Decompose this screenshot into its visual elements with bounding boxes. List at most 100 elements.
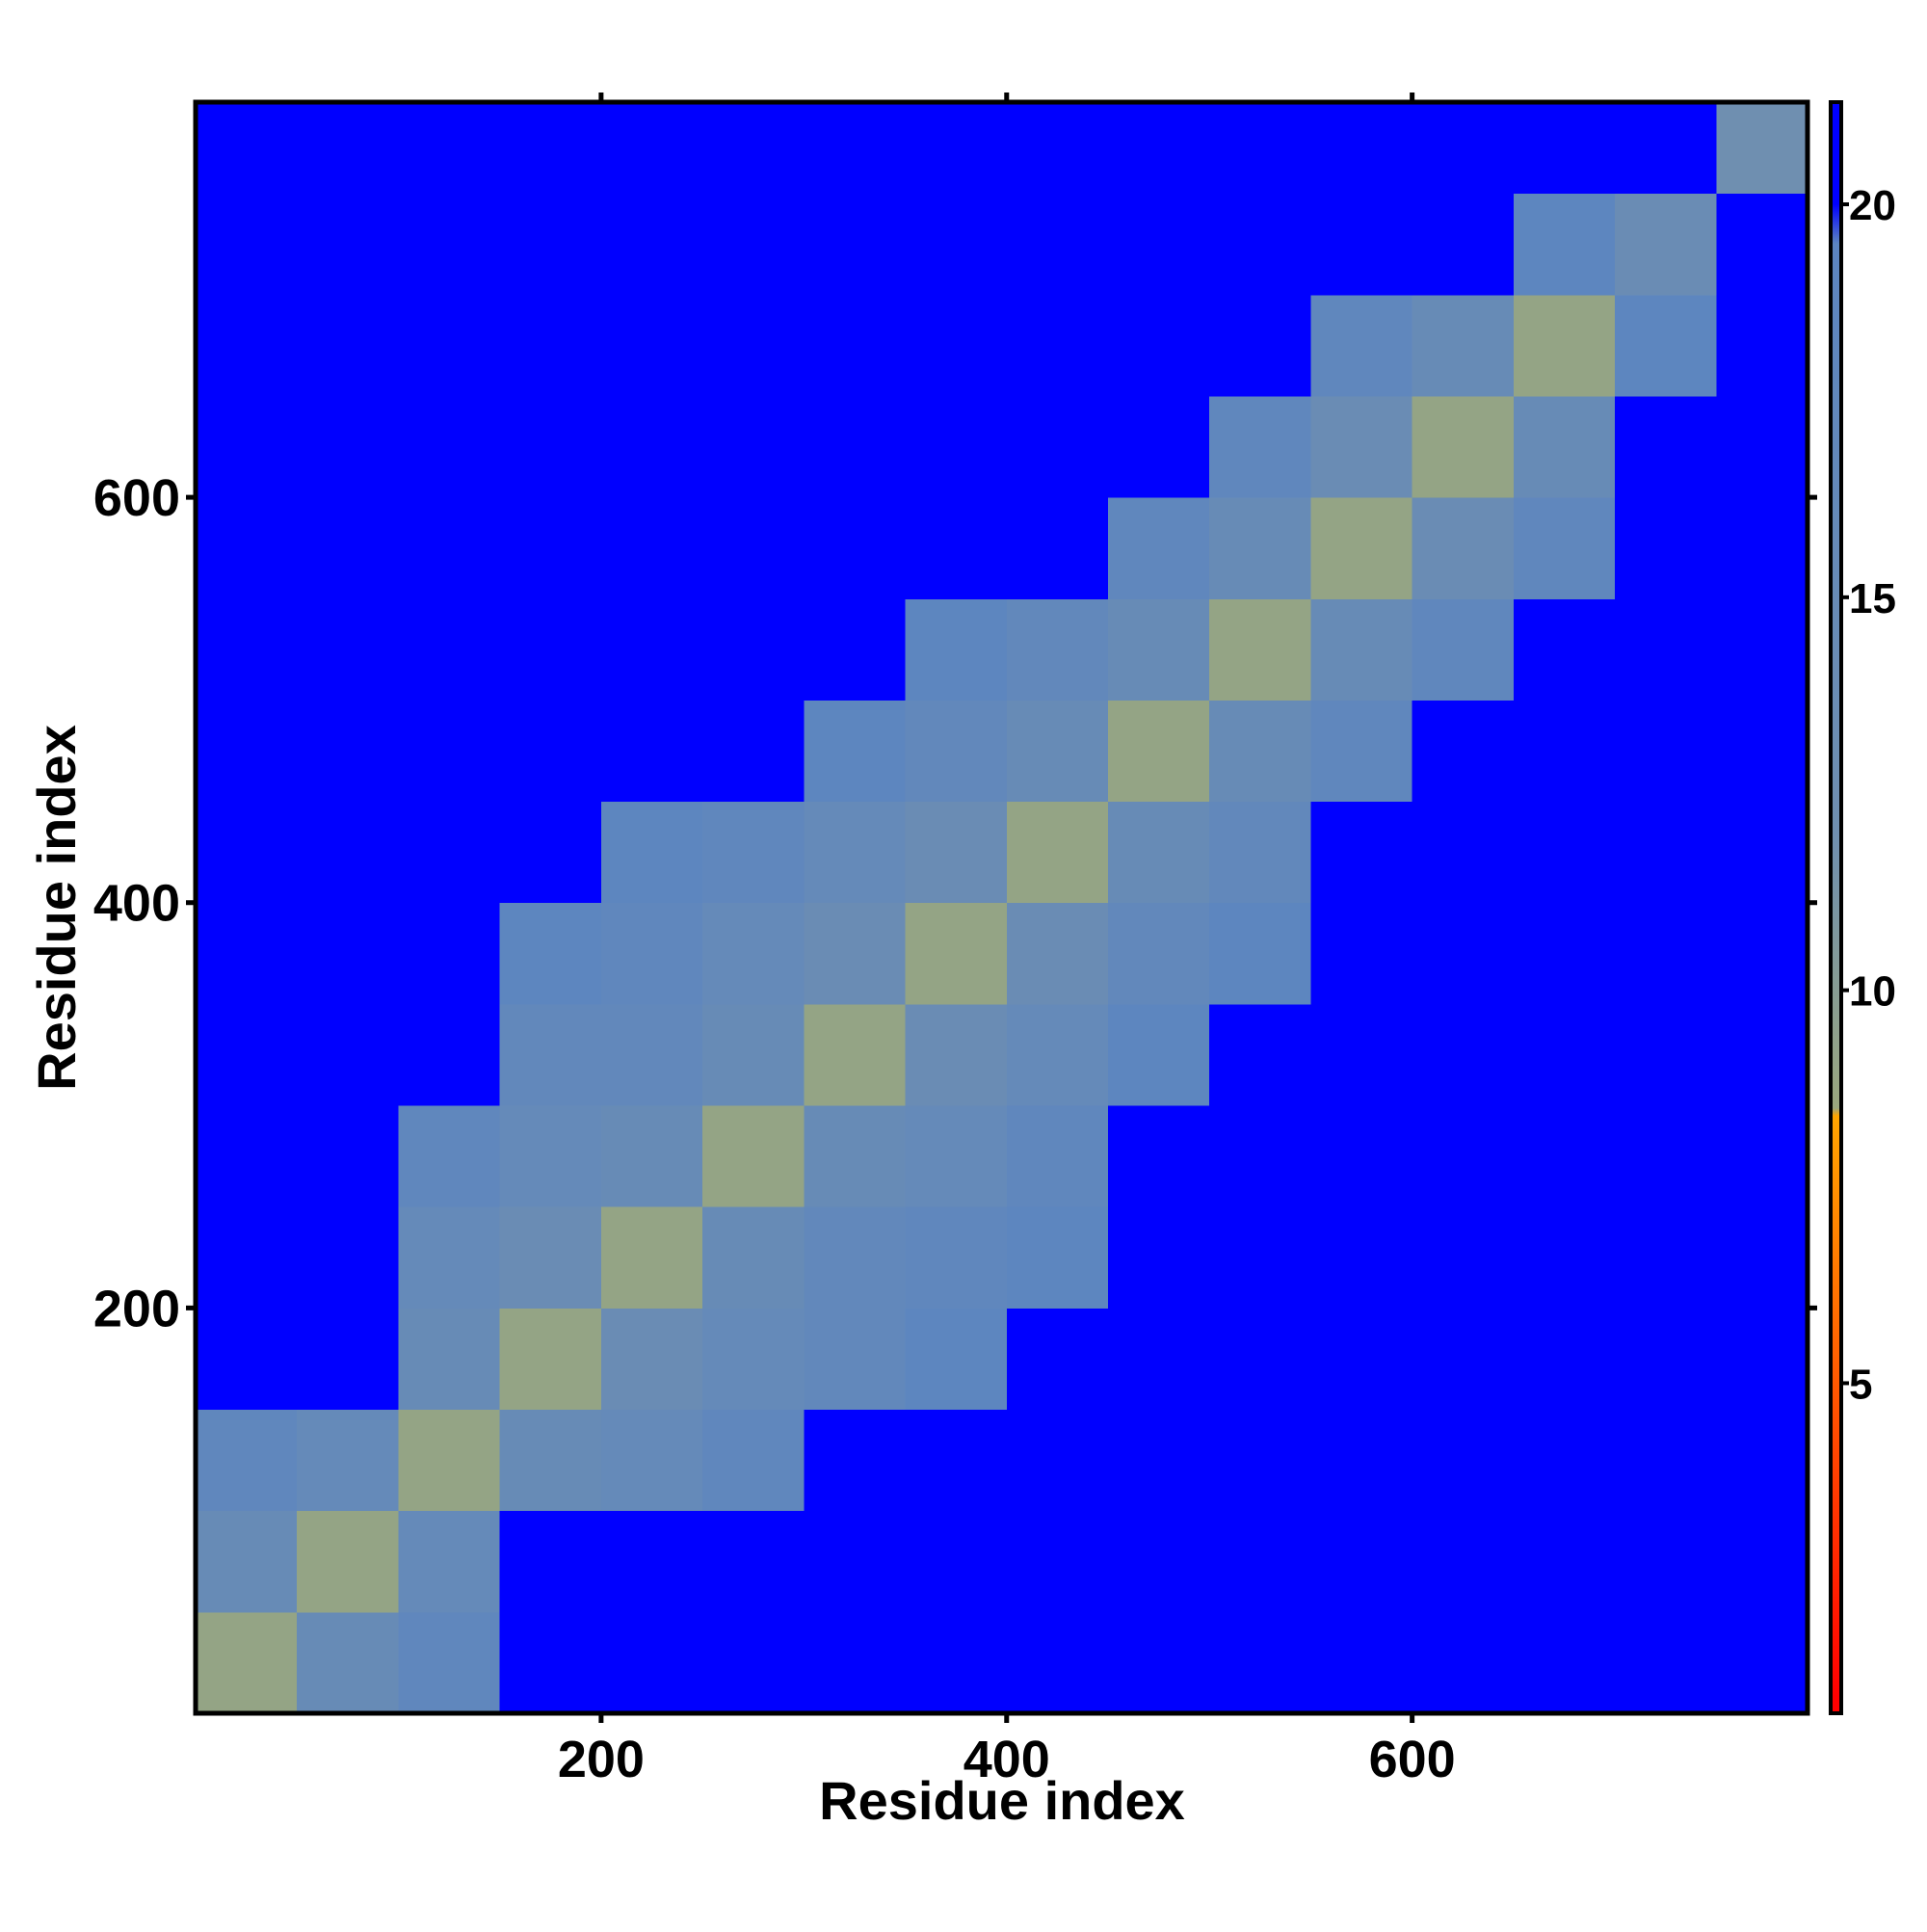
heatmap-cell bbox=[1006, 497, 1109, 599]
heatmap-cell bbox=[1209, 1409, 1311, 1512]
heatmap-cell bbox=[702, 1206, 805, 1309]
x-tick-label: 400 bbox=[964, 1731, 1050, 1788]
heatmap-cell bbox=[297, 1105, 399, 1207]
heatmap-cell bbox=[1716, 1308, 1808, 1411]
heatmap-cell bbox=[905, 1611, 1008, 1714]
heatmap-cell bbox=[600, 294, 703, 397]
heatmap-cell bbox=[499, 497, 602, 599]
heatmap-cell bbox=[1412, 700, 1515, 803]
heatmap-cell bbox=[1412, 1308, 1515, 1411]
heatmap-cell bbox=[1006, 1105, 1109, 1207]
heatmap-cell bbox=[1615, 1206, 1717, 1309]
heatmap-cell bbox=[804, 1308, 907, 1411]
heatmap-cell bbox=[1513, 1510, 1616, 1613]
heatmap-cell bbox=[1615, 1003, 1717, 1106]
heatmap-cell bbox=[1310, 193, 1413, 296]
heatmap-cell bbox=[905, 395, 1008, 498]
heatmap-cell bbox=[1615, 902, 1717, 1005]
heatmap-cell bbox=[398, 598, 501, 701]
heatmap-cell bbox=[1716, 1206, 1808, 1309]
heatmap-cell bbox=[1209, 1206, 1311, 1309]
heatmap-cell bbox=[1412, 598, 1515, 701]
heatmap-cell bbox=[1716, 1409, 1808, 1512]
heatmap-cell bbox=[297, 395, 399, 498]
heatmap-cell bbox=[398, 1611, 501, 1714]
heatmap-cell bbox=[1006, 1003, 1109, 1106]
heatmap-cell bbox=[1006, 598, 1109, 701]
heatmap-cell bbox=[1310, 395, 1413, 498]
heatmap-cell bbox=[1209, 1308, 1311, 1411]
heatmap-cell bbox=[1107, 395, 1210, 498]
heatmap-cell bbox=[1310, 1003, 1413, 1106]
heatmap-cell bbox=[1209, 598, 1311, 701]
heatmap-cell bbox=[398, 102, 501, 195]
heatmap-cell bbox=[702, 1003, 805, 1106]
heatmap-cell bbox=[702, 1409, 805, 1512]
heatmap-cell bbox=[297, 1409, 399, 1512]
heatmap-cell bbox=[1412, 497, 1515, 599]
heatmap-cell bbox=[804, 1510, 907, 1613]
heatmap-cell bbox=[297, 700, 399, 803]
heatmap-cell bbox=[297, 1308, 399, 1411]
heatmap-cell bbox=[1513, 1105, 1616, 1207]
heatmap-cell bbox=[702, 801, 805, 904]
heatmap-cell bbox=[702, 598, 805, 701]
heatmap-cell bbox=[600, 1206, 703, 1309]
heatmap-cell bbox=[1006, 1308, 1109, 1411]
heatmap-cell bbox=[499, 598, 602, 701]
heatmap-cell bbox=[1412, 1003, 1515, 1106]
heatmap-cell bbox=[196, 1409, 298, 1512]
heatmap-cell bbox=[1310, 902, 1413, 1005]
heatmap-cell bbox=[1006, 294, 1109, 397]
heatmap-cell bbox=[1107, 598, 1210, 701]
heatmap-cell bbox=[804, 801, 907, 904]
heatmap-cell bbox=[1006, 102, 1109, 195]
heatmap-cell bbox=[1107, 902, 1210, 1005]
heatmap-cell bbox=[804, 102, 907, 195]
heatmap-cell bbox=[297, 1510, 399, 1613]
heatmap-cell bbox=[499, 1409, 602, 1512]
heatmap-cell bbox=[196, 1611, 298, 1714]
heatmap-cell bbox=[1412, 395, 1515, 498]
heatmap-cell bbox=[1209, 294, 1311, 397]
heatmap-cell bbox=[196, 1003, 298, 1106]
colorbar-tick-label: 15 bbox=[1849, 575, 1896, 622]
heatmap-cell bbox=[499, 193, 602, 296]
heatmap-cell bbox=[499, 700, 602, 803]
heatmap-cell bbox=[196, 497, 298, 599]
heatmap-cell bbox=[1310, 1308, 1413, 1411]
heatmap-cell bbox=[1006, 902, 1109, 1005]
heatmap-cell bbox=[196, 294, 298, 397]
heatmap-cell bbox=[905, 1409, 1008, 1512]
heatmap-cell bbox=[1615, 598, 1717, 701]
heatmap-cell bbox=[1107, 801, 1210, 904]
heatmap-cell bbox=[1716, 102, 1808, 195]
heatmap-cell bbox=[600, 102, 703, 195]
heatmap-cell bbox=[297, 1206, 399, 1309]
heatmap-cell bbox=[196, 902, 298, 1005]
heatmap-cell bbox=[499, 395, 602, 498]
heatmap-cell bbox=[804, 395, 907, 498]
heatmap-cell bbox=[905, 1510, 1008, 1613]
heatmap-cell bbox=[702, 193, 805, 296]
heatmap-cell bbox=[499, 1003, 602, 1106]
heatmap-cell bbox=[1310, 598, 1413, 701]
heatmap-cell bbox=[905, 598, 1008, 701]
heatmap-cell bbox=[1310, 1510, 1413, 1613]
heatmap-cell bbox=[196, 193, 298, 296]
heatmap-cell bbox=[804, 1206, 907, 1309]
heatmap-cell bbox=[1615, 801, 1717, 904]
heatmap-cell bbox=[804, 1003, 907, 1106]
heatmap-cell bbox=[1310, 1206, 1413, 1309]
heatmap-cell bbox=[1107, 1105, 1210, 1207]
heatmap-cell bbox=[1310, 801, 1413, 904]
heatmap-cell bbox=[398, 1308, 501, 1411]
heatmap-cell bbox=[702, 102, 805, 195]
heatmap-cell bbox=[600, 801, 703, 904]
heatmap-cell bbox=[1615, 193, 1717, 296]
heatmap-cell bbox=[600, 700, 703, 803]
heatmap-cell bbox=[804, 902, 907, 1005]
heatmap-cell bbox=[1209, 700, 1311, 803]
heatmap-cell bbox=[196, 1206, 298, 1309]
heatmap-cell bbox=[1209, 801, 1311, 904]
